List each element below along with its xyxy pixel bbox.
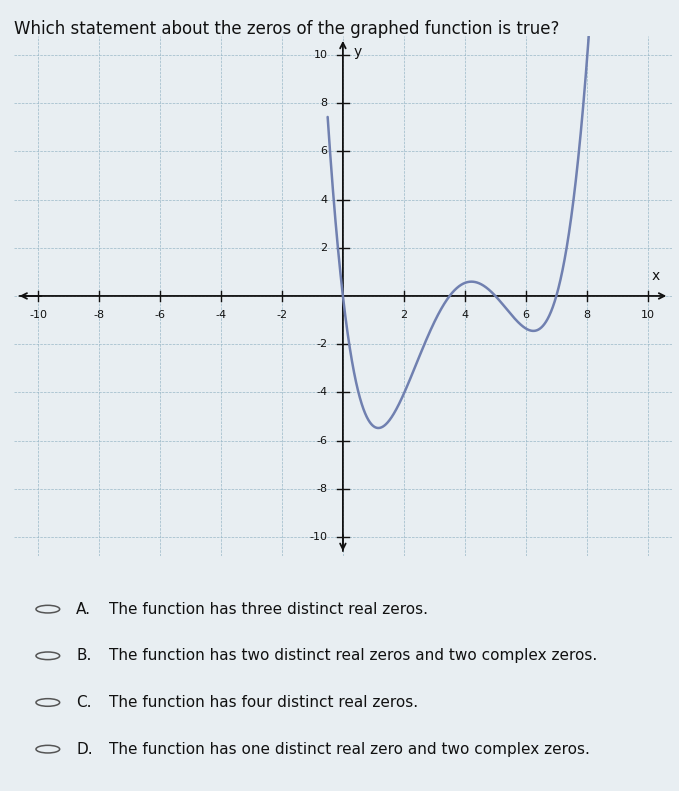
Text: 10: 10	[314, 50, 328, 60]
Text: The function has one distinct real zero and two complex zeros.: The function has one distinct real zero …	[109, 742, 590, 757]
Text: -2: -2	[276, 310, 287, 320]
Text: y: y	[354, 45, 362, 59]
Text: -4: -4	[316, 388, 328, 397]
Text: -2: -2	[316, 339, 328, 349]
Text: -8: -8	[316, 484, 328, 494]
Text: -6: -6	[154, 310, 166, 320]
Text: 6: 6	[522, 310, 530, 320]
Text: The function has two distinct real zeros and two complex zeros.: The function has two distinct real zeros…	[109, 649, 598, 664]
Text: D.: D.	[76, 742, 93, 757]
Text: -10: -10	[310, 532, 328, 542]
Text: -10: -10	[29, 310, 47, 320]
Text: The function has four distinct real zeros.: The function has four distinct real zero…	[109, 695, 418, 710]
Text: A.: A.	[76, 602, 91, 617]
Text: Which statement about the zeros of the graphed function is true?: Which statement about the zeros of the g…	[14, 20, 559, 38]
Text: 8: 8	[583, 310, 591, 320]
Text: -8: -8	[94, 310, 105, 320]
Text: The function has three distinct real zeros.: The function has three distinct real zer…	[109, 602, 428, 617]
Text: -4: -4	[215, 310, 227, 320]
Text: 4: 4	[461, 310, 469, 320]
Text: x: x	[652, 269, 660, 282]
Text: -6: -6	[316, 436, 328, 445]
Text: 2: 2	[401, 310, 407, 320]
Text: B.: B.	[76, 649, 92, 664]
Text: 2: 2	[320, 243, 328, 253]
Text: 8: 8	[320, 98, 328, 108]
Text: 4: 4	[320, 195, 328, 205]
Text: 10: 10	[641, 310, 655, 320]
Text: 6: 6	[320, 146, 328, 157]
Text: C.: C.	[76, 695, 92, 710]
